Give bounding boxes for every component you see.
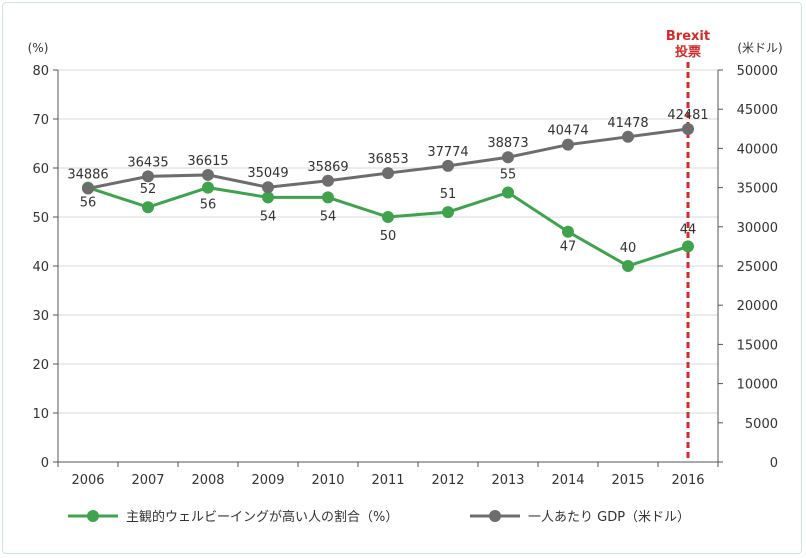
data-point	[322, 191, 334, 204]
left-tick-label: 60	[32, 162, 49, 177]
data-label: 50	[380, 229, 397, 244]
x-tick-label: 2015	[611, 473, 644, 488]
data-point	[682, 122, 694, 135]
axes	[53, 69, 723, 467]
data-label: 34886	[67, 167, 108, 182]
data-point	[502, 151, 514, 164]
x-tick-label: 2008	[191, 473, 224, 488]
legend-label: 一人あたり GDP（米ドル）	[528, 510, 690, 525]
tick-labels: 2006 2007 2008 2009 2010 2011 2012 2013 2014 2015…	[28, 41, 783, 488]
data-point	[382, 167, 394, 180]
x-tick-label: 2012	[431, 473, 464, 488]
data-point	[562, 225, 574, 238]
right-axis-unit: (米ドル)	[737, 41, 782, 55]
right-tick-label: 45000	[737, 103, 778, 118]
data-label: 36615	[187, 154, 228, 169]
data-label: 40	[620, 241, 637, 256]
data-label: 38873	[487, 136, 528, 151]
left-tick-label: 30	[32, 309, 49, 324]
left-tick-label: 0	[41, 456, 49, 471]
legend: 主観的ウェルビーイングが高い人の割合（%） 一人あたり GDP（米ドル）	[68, 509, 690, 525]
data-label: 35049	[247, 166, 288, 181]
data-point	[82, 182, 94, 195]
data-label: 40474	[547, 124, 588, 139]
data-point	[322, 174, 334, 187]
data-label: 56	[200, 198, 217, 213]
right-tick-label: 50000	[737, 64, 778, 79]
data-label: 44	[680, 222, 697, 237]
x-tick-label: 2006	[71, 473, 104, 488]
left-axis-unit: (%)	[28, 41, 49, 55]
x-tick-label: 2011	[371, 473, 404, 488]
x-tick-label: 2016	[671, 473, 704, 488]
data-point	[502, 186, 514, 199]
series-line	[87, 186, 689, 268]
data-point	[142, 201, 154, 214]
right-tick-label: 35000	[737, 182, 778, 197]
data-point	[262, 181, 274, 194]
data-point	[622, 260, 634, 272]
left-tick-label: 20	[32, 358, 49, 373]
right-tick-label: 10000	[737, 378, 778, 393]
legend-swatch-marker	[489, 510, 501, 522]
legend-swatch-marker	[87, 510, 99, 522]
data-point	[682, 240, 694, 253]
right-tick-label: 5000	[745, 417, 778, 432]
x-tick-label: 2009	[251, 473, 284, 488]
series-points	[82, 122, 694, 272]
brexit-label: Brexit	[666, 29, 710, 44]
data-point	[622, 130, 634, 143]
data-label: 35869	[307, 160, 348, 175]
data-point	[442, 159, 454, 172]
data-point	[202, 181, 214, 194]
left-tick-label: 10	[32, 407, 49, 422]
x-tick-label: 2010	[311, 473, 344, 488]
data-point	[142, 170, 154, 183]
data-point	[442, 206, 454, 219]
left-tick-label: 80	[32, 64, 49, 79]
x-tick-label: 2007	[131, 473, 164, 488]
data-point	[202, 168, 214, 181]
data-labels: 56 52 56 54 54 50 51 55 47 40 44 34886 36435 36615 350…	[67, 108, 708, 256]
brexit-label: 投票	[675, 44, 701, 60]
data-point	[262, 191, 274, 204]
data-label: 54	[260, 209, 277, 224]
series-lines	[87, 127, 689, 268]
data-label: 41478	[607, 116, 648, 131]
data-point	[562, 138, 574, 151]
data-point	[382, 211, 394, 223]
x-tick-label: 2013	[491, 473, 524, 488]
data-label: 36435	[127, 155, 168, 170]
left-tick-label: 40	[32, 260, 49, 275]
data-label: 47	[560, 240, 577, 255]
data-label: 51	[440, 187, 457, 202]
data-label: 55	[500, 168, 517, 183]
data-label: 37774	[427, 145, 468, 160]
right-tick-label: 40000	[737, 142, 778, 157]
data-label: 56	[80, 196, 97, 211]
right-tick-label: 25000	[737, 260, 778, 275]
right-tick-label: 30000	[737, 221, 778, 236]
x-tick-label: 2014	[551, 473, 584, 488]
left-tick-label: 70	[32, 113, 49, 128]
data-label: 54	[320, 209, 337, 224]
right-tick-label: 15000	[737, 338, 778, 353]
data-label: 36853	[367, 152, 408, 167]
data-label: 52	[140, 182, 157, 197]
right-tick-label: 20000	[737, 299, 778, 314]
legend-label: 主観的ウェルビーイングが高い人の割合（%）	[126, 509, 398, 525]
data-label: 42481	[667, 108, 708, 123]
left-tick-label: 50	[32, 211, 49, 226]
right-tick-label: 0	[770, 456, 778, 471]
